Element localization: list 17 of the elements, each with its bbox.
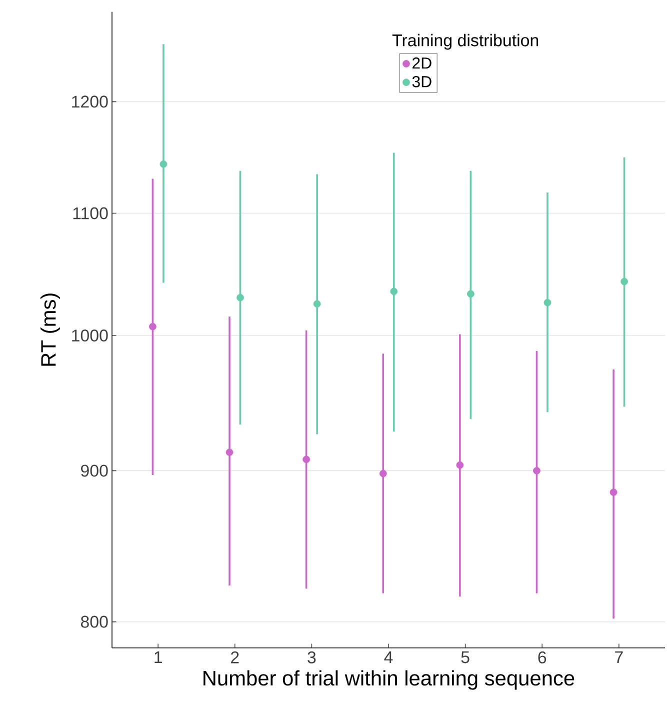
y-tick-label: 1000: [72, 330, 108, 342]
x-axis-title: Number of trial within learning sequence: [204, 670, 574, 690]
x-tick-label: 5: [461, 651, 470, 664]
x-tick-label: 1: [154, 651, 162, 664]
y-tick-label: 800: [80, 616, 108, 628]
x-tick-label: 2: [231, 651, 239, 664]
y-tick-label: 1200: [72, 96, 108, 108]
x-tick-label: 6: [538, 651, 546, 664]
legend-title: Training distribution: [392, 34, 538, 50]
x-tick-label: 3: [308, 651, 316, 664]
x-tick-label: 7: [615, 651, 623, 664]
y-axis-title: RT (ms): [40, 294, 60, 366]
y-tick-label: 900: [81, 464, 108, 477]
x-tick-label: 4: [384, 651, 393, 664]
y-tick-label: 1100: [73, 207, 108, 220]
legend-label: 3D: [412, 76, 432, 88]
legend-label: 2D: [412, 57, 432, 69]
